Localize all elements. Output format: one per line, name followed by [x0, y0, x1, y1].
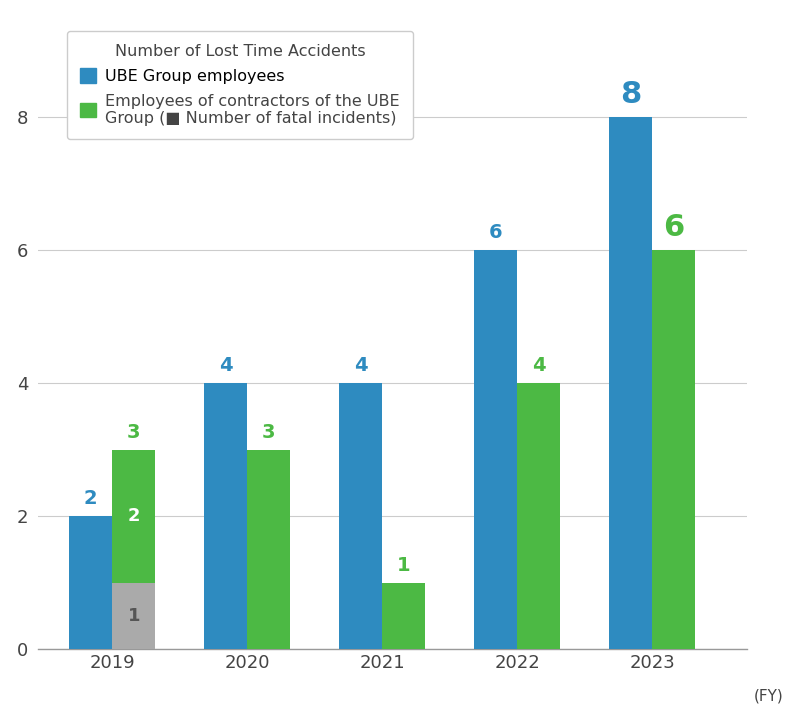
Text: (FY): (FY) — [754, 688, 783, 703]
Bar — [112, 449, 155, 582]
Text: 4: 4 — [218, 356, 232, 375]
Bar — [339, 383, 382, 649]
Bar — [247, 449, 290, 649]
Bar — [474, 250, 517, 649]
Text: 1: 1 — [397, 556, 410, 575]
Bar — [204, 383, 247, 649]
Bar — [69, 516, 112, 649]
Text: 1: 1 — [127, 607, 140, 625]
Bar — [652, 250, 695, 649]
Bar — [112, 582, 155, 649]
Text: 6: 6 — [489, 222, 502, 242]
Text: 6: 6 — [663, 213, 684, 242]
Text: 4: 4 — [354, 356, 367, 375]
Text: 2: 2 — [84, 489, 98, 508]
Text: 3: 3 — [262, 423, 275, 441]
Bar — [609, 117, 652, 649]
Bar — [382, 582, 426, 649]
Bar — [517, 383, 560, 649]
Legend: UBE Group employees, Employees of contractors of the UBE
Group (■ Number of fata: UBE Group employees, Employees of contra… — [67, 31, 413, 139]
Text: 3: 3 — [127, 423, 141, 441]
Text: 8: 8 — [620, 80, 641, 109]
Text: 2: 2 — [127, 507, 140, 525]
Text: 4: 4 — [532, 356, 546, 375]
